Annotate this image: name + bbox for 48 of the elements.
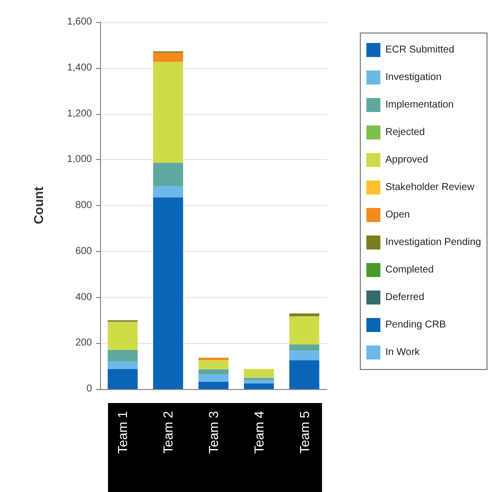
legend-label: Rejected [385,127,425,138]
y-tick-label: 1,600 [66,16,92,28]
legend-label: Implementation [385,100,454,110]
bar [289,344,320,351]
bar [108,350,138,362]
y-tick-label: 800 [75,200,92,211]
legend-label: Pending CRB [385,320,446,330]
legend-label: Investigation [385,72,442,83]
bar [153,62,184,163]
x-tick-label: Team 1 [115,411,130,454]
bar [244,368,274,378]
x-tick-label: Team 5 [296,411,312,454]
legend-label: Approved [385,154,428,166]
legend-label: Investigation Pending [385,237,481,248]
bar [289,350,320,360]
legend-label: Deferred [385,292,424,303]
x-tick-label: Team 3 [206,411,221,454]
bar [153,197,184,389]
bar [153,186,184,198]
legend-label: Stakeholder Review [385,182,476,193]
y-tick-label: 1,000 [66,154,92,166]
bar [289,316,320,344]
y-tick-label: 600 [75,246,92,257]
legend-label: Completed [385,264,434,276]
y-axis-title: Count [31,186,46,224]
y-tick-label: 1,400 [66,62,92,74]
bar [244,383,274,389]
bar [198,382,228,389]
y-tick-label: 0 [86,384,92,394]
legend-label: ECR Submitted [385,44,454,56]
legend-label: Open [385,210,410,220]
bar [108,368,138,389]
bar [108,362,138,369]
bar [289,314,320,316]
legend-label: In Work [385,347,421,358]
y-tick-label: 200 [75,338,92,349]
bar [244,380,274,384]
bar [153,52,184,62]
bar [198,360,228,370]
bar [108,322,138,350]
bar [198,374,228,382]
y-tick-label: 400 [75,292,92,303]
bar [198,369,228,374]
y-tick-label: 1,200 [66,108,92,120]
x-tick-label: Team 2 [160,411,176,454]
x-tick-label: Team 4 [251,411,266,454]
bar [289,360,320,389]
bar [153,162,184,186]
